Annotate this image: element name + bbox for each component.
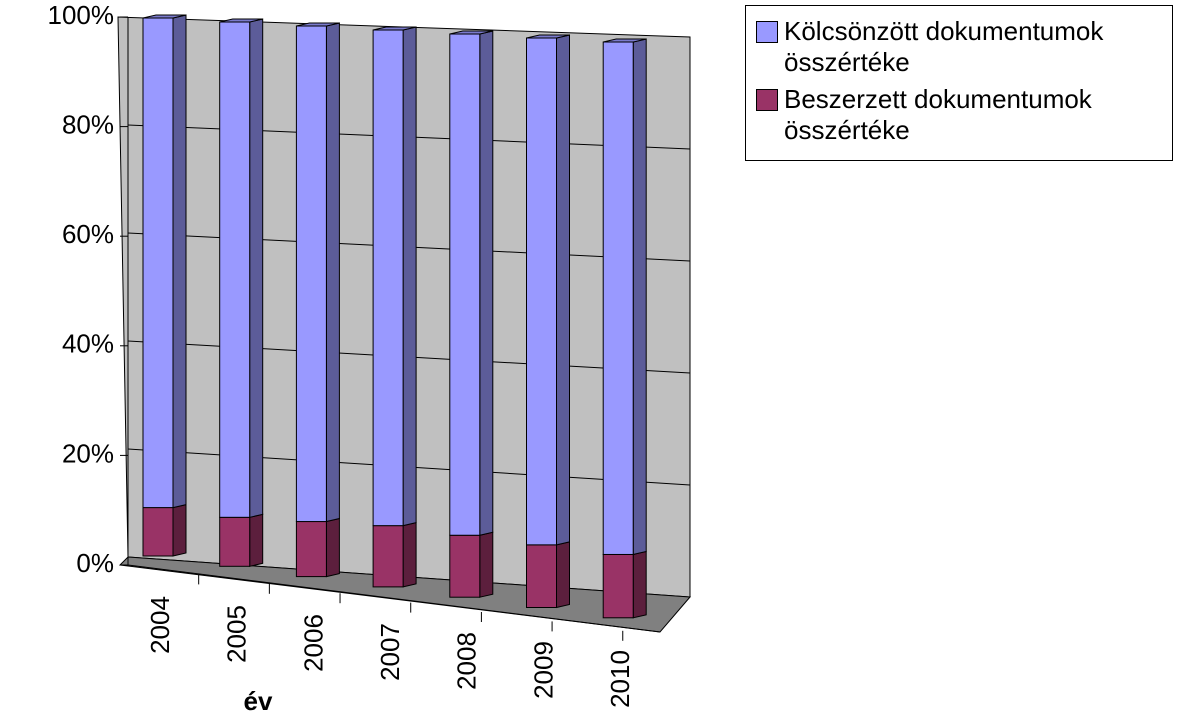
x-axis: [127, 564, 661, 633]
bar: [449, 534, 481, 598]
y-tick-label: 20%: [62, 438, 114, 468]
bar: [602, 553, 634, 619]
bar-side: [325, 517, 340, 578]
bar: [449, 33, 481, 536]
bar: [526, 544, 557, 608]
bar: [295, 521, 327, 578]
x-axis-title: év: [244, 686, 273, 716]
bar: [142, 17, 174, 509]
bar-side: [249, 18, 264, 518]
bar: [526, 37, 557, 546]
bar-top: [372, 26, 417, 31]
bar-top: [603, 38, 647, 43]
bar-side: [632, 38, 647, 556]
bar-side: [402, 26, 417, 527]
x-tick-label: 2007: [375, 623, 405, 681]
bar-side: [172, 14, 187, 509]
legend: Kölcsönzött dokumentumok összértéke Besze…: [745, 5, 1173, 161]
bar-side: [479, 531, 494, 598]
bar: [295, 25, 327, 523]
bar: [602, 41, 634, 555]
x-tick-label: 2010: [605, 650, 635, 708]
legend-label: Kölcsönzött dokumentumok összértéke: [784, 16, 1104, 77]
bar-top: [449, 30, 493, 35]
bar-side: [172, 503, 187, 557]
bar-top: [142, 14, 187, 19]
bar-side: [249, 513, 264, 567]
legend-entry: Kölcsönzött dokumentumok összértéke: [752, 16, 1166, 78]
x-tick-label: 2009: [528, 641, 558, 699]
bar-side: [325, 22, 340, 523]
y-tick-label: 0%: [76, 548, 114, 578]
bar-side: [402, 522, 417, 588]
bar-side: [556, 541, 570, 609]
y-tick-label: 80%: [62, 109, 114, 139]
bar-side: [556, 34, 570, 546]
bar-top: [219, 18, 263, 23]
bar: [219, 21, 251, 518]
x-tick-label: 2008: [452, 632, 482, 690]
bar-top: [296, 22, 340, 27]
bar: [372, 29, 404, 527]
legend-entry: Beszerzett dokumentumok összértéke: [752, 84, 1166, 146]
x-tick-label: 2004: [145, 596, 175, 654]
x-tick-label: 2006: [298, 614, 328, 672]
y-tick-label: 100%: [48, 0, 115, 30]
y-tick-label: 60%: [62, 219, 114, 249]
bar: [219, 516, 251, 567]
legend-swatch: [756, 21, 778, 43]
legend-label: Beszerzett dokumentumok összértéke: [784, 84, 1092, 145]
x-tick-label: 2005: [222, 605, 252, 663]
bar-side: [632, 550, 647, 619]
bar: [142, 507, 174, 557]
legend-swatch: [756, 89, 778, 111]
bar: [372, 525, 404, 588]
y-tick-label: 40%: [62, 329, 114, 359]
bar-top: [526, 34, 570, 39]
bar-side: [479, 30, 494, 536]
